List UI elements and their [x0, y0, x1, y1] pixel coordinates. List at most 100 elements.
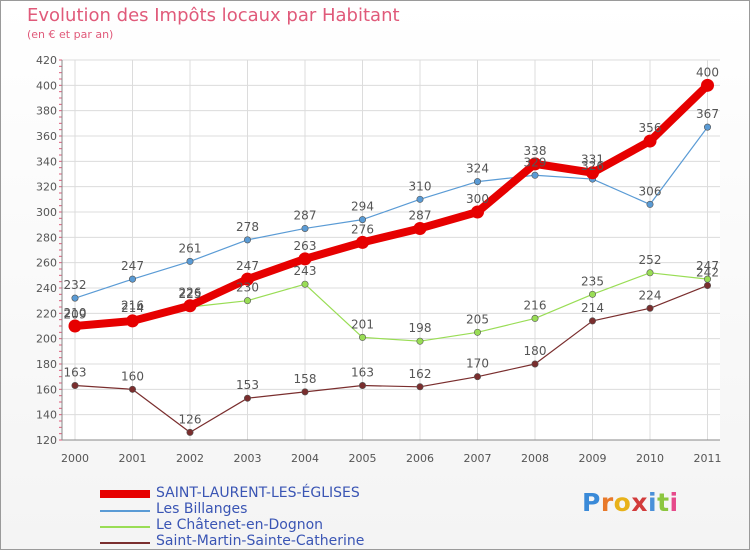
brand-letter: P	[582, 488, 601, 517]
brand-letter: i	[648, 488, 658, 517]
data-label: 163	[351, 366, 374, 380]
data-point	[244, 236, 252, 244]
y-tick-label: 360	[36, 130, 57, 143]
data-point	[701, 78, 714, 92]
y-tick-label: 400	[36, 79, 57, 92]
data-point	[588, 290, 596, 298]
data-point	[646, 304, 654, 312]
data-point	[244, 297, 252, 305]
data-point	[646, 269, 654, 277]
y-tick-label: 240	[36, 282, 57, 295]
brand-letter: t	[657, 488, 670, 517]
data-label: 170	[466, 357, 489, 371]
data-point	[186, 428, 194, 436]
data-point	[416, 195, 424, 203]
data-label: 243	[294, 264, 317, 278]
series-line	[71, 81, 712, 330]
data-label: 261	[179, 241, 202, 255]
y-tick-label: 380	[36, 105, 57, 118]
data-label: 160	[121, 369, 144, 383]
data-label: 276	[351, 222, 374, 236]
data-label: 306	[639, 184, 662, 198]
y-tick-label: 160	[36, 383, 57, 396]
x-tick-label: 2004	[291, 452, 319, 465]
data-label: 226	[179, 286, 202, 300]
legend-swatch-billanges	[100, 510, 150, 512]
data-point	[643, 134, 657, 148]
data-label: 300	[466, 192, 489, 206]
data-label: 242	[696, 265, 719, 279]
legend-label-chatenet: Le Châtenet-en-Dognon	[156, 517, 324, 533]
brand-letter: i	[669, 488, 679, 517]
data-point	[71, 294, 79, 302]
data-label: 326	[581, 159, 604, 173]
y-tick-label: 320	[36, 181, 57, 194]
data-point	[531, 360, 539, 368]
legend-label-saint-martin: Saint-Martin-Sainte-Catherine	[156, 533, 365, 549]
data-point	[241, 272, 254, 286]
data-label: 252	[639, 253, 662, 267]
data-label: 287	[294, 208, 317, 222]
data-label: 214	[581, 301, 604, 315]
data-label: 205	[466, 312, 489, 326]
data-point	[703, 275, 711, 283]
data-label: 247	[236, 259, 259, 273]
data-point	[358, 333, 366, 341]
data-label: 232	[64, 278, 87, 292]
data-label: 210	[64, 306, 87, 320]
data-label: 329	[524, 155, 547, 169]
data-point	[183, 299, 197, 313]
data-point	[473, 328, 481, 336]
data-label: 294	[351, 200, 374, 214]
data-label: 198	[409, 321, 432, 335]
data-point	[301, 280, 309, 288]
data-point	[358, 216, 366, 224]
data-label: 214	[121, 301, 144, 315]
y-tick-label: 120	[36, 434, 57, 447]
data-point	[703, 281, 711, 289]
data-label: 225	[179, 287, 202, 301]
data-label: 247	[121, 259, 144, 273]
data-point	[68, 319, 82, 333]
x-tick-label: 2010	[636, 452, 664, 465]
data-label: 324	[466, 162, 489, 176]
data-point	[416, 337, 424, 345]
y-tick-label: 200	[36, 333, 57, 346]
y-tick-label: 180	[36, 358, 57, 371]
data-label: 247	[696, 259, 719, 273]
data-label: 201	[351, 317, 374, 331]
data-point	[301, 224, 309, 232]
data-label: 263	[294, 239, 317, 253]
data-label: 158	[294, 372, 317, 386]
data-label: 310	[409, 179, 432, 193]
x-tick-label: 2008	[521, 452, 549, 465]
data-label: 162	[409, 367, 432, 381]
y-tick-label: 220	[36, 307, 57, 320]
data-label: 338	[524, 144, 547, 158]
data-point	[244, 394, 252, 402]
data-point	[531, 171, 539, 179]
legend-item-saint-martin: Saint-Martin-Sainte-Catherine	[100, 533, 400, 551]
data-label: 331	[581, 153, 604, 167]
data-point	[298, 252, 312, 266]
y-tick-label: 260	[36, 257, 57, 270]
data-label: 235	[581, 274, 604, 288]
data-point	[129, 385, 137, 393]
legend-item-billanges: Les Billanges	[100, 501, 400, 519]
x-tick-label: 2003	[234, 452, 262, 465]
data-point	[358, 382, 366, 390]
data-point	[646, 200, 654, 208]
data-point	[186, 257, 194, 265]
x-tick-label: 2007	[464, 452, 492, 465]
legend-item-chatenet: Le Châtenet-en-Dognon	[100, 517, 400, 535]
data-label: 163	[64, 366, 87, 380]
x-tick-label: 2000	[61, 452, 89, 465]
data-label: 400	[696, 65, 719, 79]
brand-logo: Proxiti	[582, 488, 679, 517]
data-point	[413, 221, 427, 235]
data-point	[356, 235, 369, 249]
data-point	[71, 382, 79, 390]
legend-swatch-chatenet	[100, 526, 150, 528]
series-line	[74, 284, 709, 433]
